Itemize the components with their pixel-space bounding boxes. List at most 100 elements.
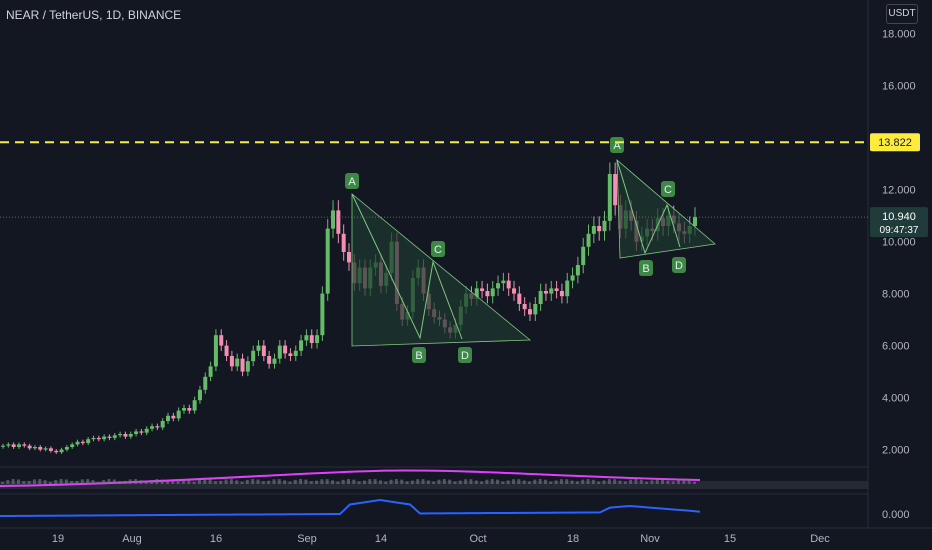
candle-body [538,291,543,304]
candle [501,272,506,291]
volume-bar [485,479,489,484]
x-tick-label: 19 [52,533,64,545]
volume-bar [54,480,58,484]
candle-body [235,358,240,367]
volume-bar [70,481,74,484]
candle [150,423,155,432]
candle-body [80,441,85,444]
y-tick-label: 12.000 [882,185,916,197]
candle [299,334,304,357]
chart-header: NEAR / TetherUS, 1D, BINANCE [6,8,182,22]
candle [144,426,149,436]
candle-body [277,345,282,359]
volume-bar [123,480,127,484]
candle-body [586,233,591,247]
volume-bar [602,480,606,484]
volume-bar [96,481,100,484]
volume-bar [22,480,26,484]
candle [235,353,240,372]
candle-body [187,408,192,411]
volume-bar [639,479,643,484]
abcd-pattern: A B C D [610,137,716,276]
candle-body [543,291,548,294]
candle [272,353,277,369]
pattern-point-badge [412,347,426,363]
volume-bar [86,479,90,484]
candle-body [22,444,27,446]
candle [139,428,144,436]
candle-body [533,304,538,315]
candle [22,442,27,448]
volume-bar [448,479,452,484]
interval[interactable]: 1D [105,8,122,22]
candle-body [591,226,596,234]
volume-bar [288,481,292,484]
candle-body [256,345,261,351]
candle-body [70,444,75,447]
volume-bar [480,481,484,484]
candle-body [75,441,80,445]
volume-bar [597,481,601,484]
candle [559,283,564,304]
x-tick-label: Nov [640,533,660,545]
symbol-name[interactable]: NEAR / TetherUS [6,8,100,22]
volume-bar [437,479,441,484]
candle-body [150,426,155,429]
candle [538,283,543,311]
volume-bar [315,480,319,484]
candle-body [315,335,320,343]
pattern-point-label: C [664,184,672,196]
pattern-area [351,193,532,347]
candle-body [480,288,485,291]
candle-body [43,448,48,450]
pattern-point-label: D [461,350,469,362]
volume-bar [352,479,356,484]
last-price-label: 10.940 [882,211,916,223]
volume-bar [378,480,382,484]
volume-bar [543,479,547,484]
candle-body [208,366,213,377]
pattern-point-badge [345,173,359,189]
volume-bar [219,480,223,484]
volume-bar [277,479,281,484]
candle-body [517,293,522,304]
volume-bar [655,479,659,484]
volume-bar [389,479,393,484]
candle-body [506,280,511,289]
candle [549,280,554,301]
volume-bar [80,479,84,484]
candle [70,442,75,449]
candle [32,445,37,451]
candle [575,256,580,284]
candle [256,340,261,357]
pattern-point-label: C [434,244,442,256]
candle-body [299,340,304,351]
volume-bar [442,479,446,484]
volume-bar [671,481,675,484]
candle [565,272,570,304]
candle [288,348,293,362]
volume-bar [394,479,398,484]
candle-body [554,288,559,291]
volume-bar [43,480,47,484]
volume-bar [283,480,287,484]
candle-body [139,431,144,433]
candle [102,434,107,442]
pattern-point-label: A [613,140,621,152]
candle-body [320,293,325,336]
candle [155,423,160,431]
volume-bar [575,481,579,484]
candle-body [522,304,527,310]
candle-body [272,358,277,364]
candle-body [240,358,245,372]
volume-bar [91,480,95,484]
candle [267,350,272,369]
candle [213,329,218,372]
volume-bar [586,479,590,484]
candle-body [118,434,123,436]
currency-unit-button[interactable]: USDT [886,4,918,24]
candle-body [693,217,697,226]
countdown-label: 09:47:37 [880,225,919,236]
candle [112,432,117,441]
